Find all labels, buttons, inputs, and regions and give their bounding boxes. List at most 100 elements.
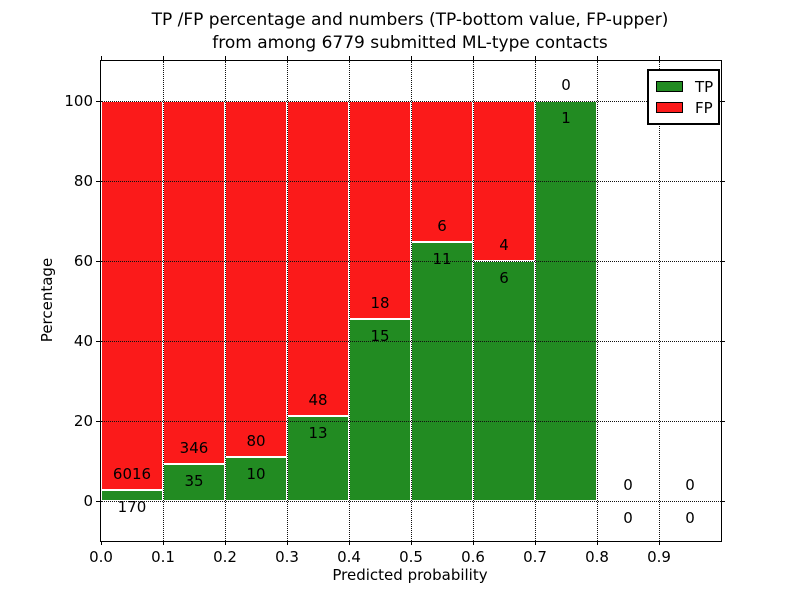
horizontal-gridline — [101, 180, 721, 182]
y-tick-mark-right — [721, 500, 725, 502]
x-tick-label: 0.4 — [337, 548, 361, 566]
x-tick-label: 0.1 — [151, 548, 175, 566]
horizontal-gridline — [101, 500, 721, 502]
y-tick-mark-right — [721, 420, 725, 422]
plot-area: TP FP 0.0 0.1 0.2 0.3 0.4 0.5 0.6 0.7 0.8 0.9 0 20 4… — [64, 55, 725, 566]
vertical-gridline — [224, 61, 226, 541]
fp-bar-segment — [225, 101, 287, 457]
tp-count-label: 1 — [561, 109, 571, 127]
y-tick-mark-right — [721, 100, 725, 102]
y-tick-mark — [95, 100, 100, 102]
x-tick-mark-top — [162, 55, 164, 60]
y-tick-label: 100 — [64, 92, 93, 110]
x-tick-mark — [658, 541, 660, 545]
y-axis-label: Percentage — [38, 257, 56, 343]
fp-legend-swatch — [656, 102, 683, 113]
y-tick-label: 80 — [73, 172, 93, 190]
tp-count-label: 170 — [117, 498, 147, 516]
horizontal-gridline — [101, 420, 721, 422]
vertical-gridline — [534, 61, 536, 541]
x-tick-mark — [472, 541, 474, 545]
vertical-gridline — [658, 61, 660, 541]
vertical-gridline — [472, 61, 474, 541]
x-tick-mark-top — [658, 55, 660, 60]
y-tick-label: 0 — [83, 492, 93, 510]
x-tick-label: 0.9 — [647, 548, 671, 566]
tp-count-label: 35 — [184, 472, 204, 491]
x-tick-mark-top — [410, 55, 412, 60]
horizontal-gridline — [101, 340, 721, 342]
x-tick-mark-top — [472, 55, 474, 60]
y-tick-label: 20 — [73, 412, 93, 430]
legend-row-fp: FP — [656, 97, 713, 118]
x-tick-mark — [596, 541, 598, 545]
x-tick-label: 0.8 — [585, 548, 609, 566]
tp-count-label: 0 — [685, 509, 695, 527]
horizontal-gridline — [101, 260, 721, 262]
chart-title-line2: from among 6779 submitted ML-type contac… — [212, 33, 608, 53]
fp-count-label: 346 — [179, 439, 209, 458]
legend: TP FP — [647, 69, 720, 125]
fp-bar-segment — [101, 101, 163, 490]
y-tick-mark-right — [721, 180, 725, 182]
x-tick-label: 0.3 — [275, 548, 299, 566]
tp-count-label: 13 — [308, 423, 328, 442]
fp-count-label: 0 — [623, 476, 633, 494]
x-tick-mark-top — [534, 55, 536, 60]
y-tick-mark — [95, 500, 100, 502]
legend-row-tp: TP — [656, 76, 714, 97]
fp-bar-segment — [163, 101, 225, 465]
x-tick-label: 0.6 — [461, 548, 485, 566]
x-axis-label: Predicted probability — [332, 566, 488, 584]
vertical-gridline — [348, 61, 350, 541]
x-tick-mark-top — [286, 55, 288, 60]
y-tick-label: 40 — [73, 332, 93, 350]
y-tick-label: 60 — [73, 252, 93, 270]
tp-bar-segment — [411, 242, 473, 501]
y-tick-mark — [95, 420, 100, 422]
x-tick-label: 0.5 — [399, 548, 423, 566]
x-tick-mark-top — [348, 55, 350, 60]
vertical-gridline — [162, 61, 164, 541]
tp-bar-segment — [349, 319, 411, 501]
vertical-gridline — [410, 61, 412, 541]
fp-count-label: 0 — [685, 476, 695, 494]
fp-count-label: 6 — [437, 217, 447, 236]
x-tick-label: 0.0 — [89, 548, 113, 566]
x-tick-mark — [100, 541, 102, 545]
tp-count-label: 15 — [370, 327, 390, 346]
fp-legend-label: FP — [695, 98, 713, 117]
tp-legend-swatch — [656, 81, 683, 92]
fp-bar-segment — [349, 101, 411, 320]
vertical-gridline — [596, 61, 598, 541]
x-tick-mark — [286, 541, 288, 545]
x-tick-mark — [348, 541, 350, 545]
y-tick-mark — [95, 340, 100, 342]
x-tick-mark-top — [100, 55, 102, 60]
tp-count-label: 11 — [432, 250, 452, 269]
fp-count-label: 0 — [561, 76, 571, 94]
x-tick-label: 0.2 — [213, 548, 237, 566]
x-tick-mark — [534, 541, 536, 545]
tp-legend-label: TP — [695, 77, 714, 96]
x-tick-label: 0.7 — [523, 548, 547, 566]
fp-count-label: 4 — [499, 236, 509, 254]
fp-count-label: 6016 — [112, 465, 152, 483]
chart-title: TP /FP percentage and numbers (TP-bottom… — [100, 9, 720, 55]
y-tick-mark — [95, 260, 100, 262]
tp-bar-segment — [473, 261, 535, 501]
tp-bar-segment — [225, 456, 287, 501]
x-tick-mark — [410, 541, 412, 545]
tp-count-label: 6 — [499, 269, 509, 287]
y-tick-mark-right — [721, 260, 725, 262]
x-tick-mark-top — [596, 55, 598, 60]
y-tick-mark-right — [721, 340, 725, 342]
x-tick-mark-top — [224, 55, 226, 60]
chart-title-line1: TP /FP percentage and numbers (TP-bottom… — [151, 10, 669, 30]
fp-count-label: 48 — [308, 390, 328, 409]
x-tick-mark — [224, 541, 226, 545]
fp-bar-segment — [287, 101, 349, 416]
tp-count-label: 10 — [246, 464, 266, 483]
fp-count-label: 18 — [370, 294, 390, 313]
